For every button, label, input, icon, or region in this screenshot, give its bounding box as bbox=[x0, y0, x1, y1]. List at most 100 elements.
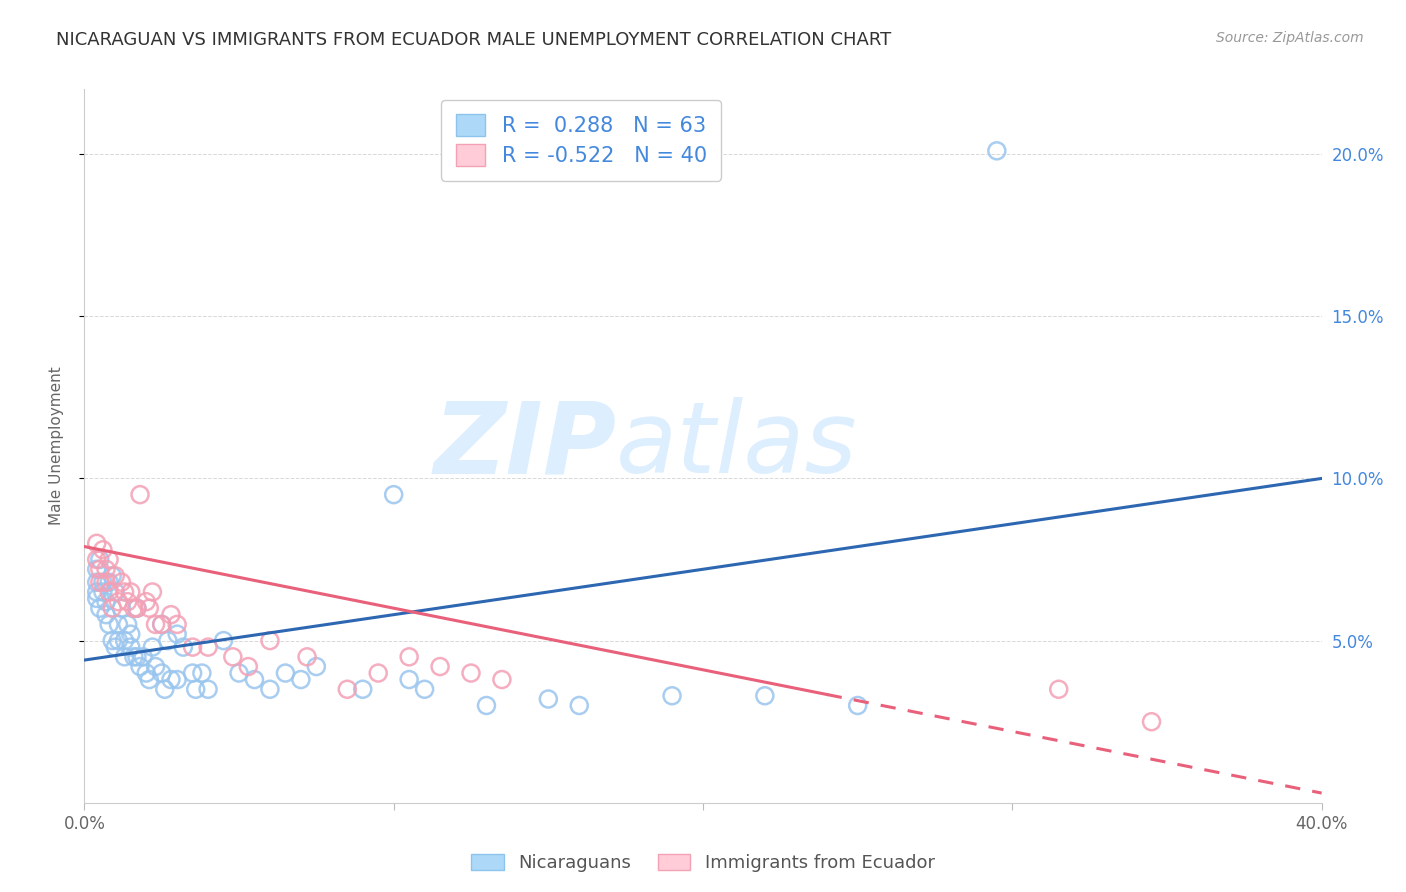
Point bbox=[114, 649, 136, 664]
Point bbox=[94, 562, 117, 576]
Point bbox=[107, 617, 129, 632]
Point bbox=[104, 568, 127, 582]
Point bbox=[191, 666, 214, 681]
Point bbox=[150, 666, 173, 681]
Point bbox=[491, 673, 513, 687]
Point bbox=[135, 666, 157, 681]
Point bbox=[120, 640, 142, 654]
Point bbox=[89, 552, 111, 566]
Legend: Nicaraguans, Immigrants from Ecuador: Nicaraguans, Immigrants from Ecuador bbox=[464, 847, 942, 880]
Point bbox=[336, 682, 359, 697]
Point bbox=[86, 552, 108, 566]
Point bbox=[101, 633, 124, 648]
Point bbox=[166, 617, 188, 632]
Point bbox=[129, 659, 152, 673]
Point bbox=[259, 633, 281, 648]
Point bbox=[222, 649, 245, 664]
Point bbox=[107, 595, 129, 609]
Point bbox=[156, 633, 179, 648]
Point bbox=[94, 595, 117, 609]
Point bbox=[91, 575, 114, 590]
Point bbox=[125, 649, 148, 664]
Point bbox=[101, 601, 124, 615]
Point bbox=[104, 640, 127, 654]
Point bbox=[122, 649, 145, 664]
Point bbox=[661, 689, 683, 703]
Point bbox=[122, 601, 145, 615]
Point bbox=[172, 640, 194, 654]
Point bbox=[98, 575, 121, 590]
Point bbox=[86, 591, 108, 606]
Point bbox=[352, 682, 374, 697]
Point bbox=[181, 640, 204, 654]
Point bbox=[135, 595, 157, 609]
Point bbox=[568, 698, 591, 713]
Point bbox=[94, 607, 117, 622]
Point bbox=[367, 666, 389, 681]
Point bbox=[290, 673, 312, 687]
Point bbox=[110, 601, 132, 615]
Point bbox=[413, 682, 436, 697]
Point bbox=[197, 640, 219, 654]
Point bbox=[150, 617, 173, 632]
Point bbox=[212, 633, 235, 648]
Point bbox=[295, 649, 318, 664]
Point bbox=[160, 673, 183, 687]
Point bbox=[114, 633, 136, 648]
Point bbox=[104, 585, 127, 599]
Point bbox=[150, 617, 173, 632]
Point bbox=[238, 659, 260, 673]
Point bbox=[1140, 714, 1163, 729]
Point bbox=[166, 673, 188, 687]
Point bbox=[117, 595, 139, 609]
Point bbox=[138, 601, 160, 615]
Point bbox=[98, 585, 121, 599]
Text: atlas: atlas bbox=[616, 398, 858, 494]
Point bbox=[114, 585, 136, 599]
Point bbox=[138, 673, 160, 687]
Point bbox=[160, 607, 183, 622]
Point bbox=[89, 601, 111, 615]
Point bbox=[305, 659, 328, 673]
Point bbox=[86, 536, 108, 550]
Point bbox=[429, 659, 451, 673]
Point bbox=[125, 601, 148, 615]
Point bbox=[86, 585, 108, 599]
Point bbox=[89, 562, 111, 576]
Point bbox=[101, 568, 124, 582]
Point bbox=[274, 666, 297, 681]
Text: Source: ZipAtlas.com: Source: ZipAtlas.com bbox=[1216, 31, 1364, 45]
Point bbox=[153, 682, 176, 697]
Point bbox=[197, 682, 219, 697]
Point bbox=[398, 673, 420, 687]
Point bbox=[145, 617, 167, 632]
Point bbox=[243, 673, 266, 687]
Point bbox=[537, 692, 560, 706]
Point bbox=[228, 666, 250, 681]
Point bbox=[145, 659, 167, 673]
Point bbox=[460, 666, 482, 681]
Point bbox=[754, 689, 776, 703]
Text: ZIP: ZIP bbox=[433, 398, 616, 494]
Point bbox=[398, 649, 420, 664]
Point bbox=[181, 666, 204, 681]
Point bbox=[117, 617, 139, 632]
Point bbox=[259, 682, 281, 697]
Point bbox=[166, 627, 188, 641]
Text: NICARAGUAN VS IMMIGRANTS FROM ECUADOR MALE UNEMPLOYMENT CORRELATION CHART: NICARAGUAN VS IMMIGRANTS FROM ECUADOR MA… bbox=[56, 31, 891, 49]
Y-axis label: Male Unemployment: Male Unemployment bbox=[49, 367, 63, 525]
Point bbox=[86, 575, 108, 590]
Point bbox=[125, 601, 148, 615]
Point bbox=[120, 585, 142, 599]
Point bbox=[475, 698, 498, 713]
Point bbox=[141, 640, 163, 654]
Point bbox=[89, 575, 111, 590]
Point bbox=[98, 617, 121, 632]
Point bbox=[120, 627, 142, 641]
Point bbox=[184, 682, 207, 697]
Point bbox=[98, 552, 121, 566]
Point bbox=[91, 585, 114, 599]
Point bbox=[986, 144, 1008, 158]
Point bbox=[129, 488, 152, 502]
Point bbox=[110, 575, 132, 590]
